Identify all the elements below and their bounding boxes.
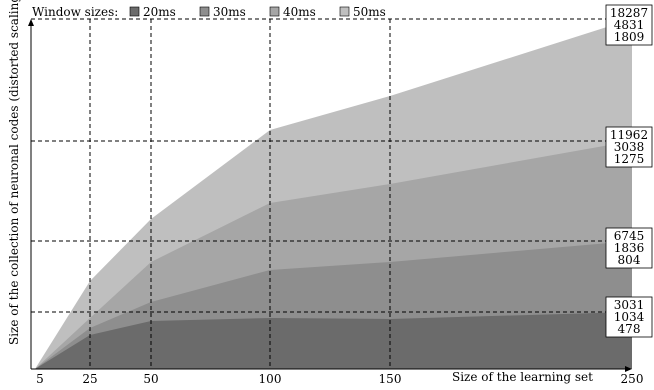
end-label-value: 804 — [618, 253, 641, 267]
end-label-value: 478 — [618, 322, 641, 336]
x-tick-label: 25 — [82, 372, 97, 386]
legend-swatch-50ms — [339, 6, 350, 17]
legend-swatch-40ms — [269, 6, 280, 17]
end-label-value: 1809 — [614, 30, 645, 44]
legend: Window sizes: 20ms 30ms 40ms 50ms — [32, 5, 386, 19]
end-label-value: 6745 — [614, 229, 645, 243]
end-label-value: 3038 — [614, 140, 645, 154]
end-label-value: 4831 — [614, 18, 645, 32]
end-label-value: 1275 — [614, 152, 645, 166]
x-tick-label: 50 — [143, 372, 158, 386]
x-tick-label: 150 — [379, 372, 402, 386]
x-tick-label: 100 — [259, 372, 282, 386]
end-label-value: 1034 — [614, 310, 645, 324]
x-tick-label: 250 — [621, 372, 644, 386]
end-label-value: 18287 — [610, 6, 648, 20]
legend-entry-40ms: 40ms — [283, 5, 316, 19]
legend-entry-50ms: 50ms — [353, 5, 386, 19]
axes — [28, 19, 632, 372]
legend-swatch-30ms — [199, 6, 210, 17]
x-tick-labels: 5 25 50 100 150 250 — [36, 372, 643, 386]
legend-swatch-20ms — [129, 6, 140, 17]
y-axis-arrow-icon — [28, 19, 34, 26]
x-tick-label: 5 — [36, 372, 44, 386]
end-label-box — [605, 4, 653, 46]
end-label-box — [605, 296, 653, 338]
area-series-20ms — [31, 312, 632, 369]
grid-lines — [31, 18, 632, 369]
end-label-box — [605, 126, 653, 168]
end-label-value: 11962 — [610, 128, 648, 142]
legend-entry-30ms: 30ms — [213, 5, 246, 19]
y-axis-label: Size of the collection of neuronal codes… — [7, 0, 21, 345]
legend-entry-20ms: 20ms — [143, 5, 176, 19]
legend-title: Window sizes: — [32, 5, 118, 19]
end-label-value: 3031 — [614, 298, 645, 312]
x-axis-arrow-icon — [625, 366, 632, 372]
area-layers — [31, 19, 632, 369]
x-axis-label: Size of the learning set — [452, 370, 593, 384]
end-label-value: 1836 — [614, 241, 645, 255]
end-label-box — [605, 227, 653, 269]
